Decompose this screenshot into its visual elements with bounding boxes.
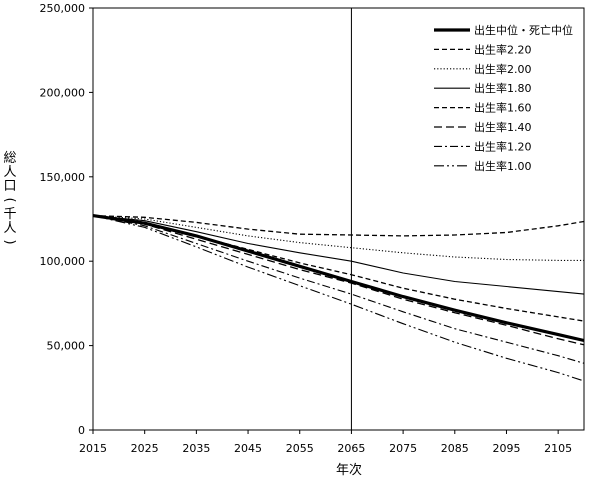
plot-area — [92, 7, 585, 431]
series-line-6 — [92, 215, 585, 364]
legend-label: 出生率1.80 — [474, 81, 532, 95]
y-tick-label: 50,000 — [47, 340, 86, 353]
y-axis-title-char: ) — [2, 239, 17, 244]
legend-label: 出生中位・死亡中位 — [474, 23, 573, 37]
y-axis-title: 総人口(千人) — [2, 151, 17, 245]
y-tick-label: 100,000 — [40, 255, 86, 268]
y-tick-label: 250,000 — [40, 2, 86, 15]
legend-label: 出生率1.60 — [474, 101, 532, 115]
x-tick-label: 2105 — [544, 442, 572, 455]
plot-border — [92, 7, 585, 431]
y-tick-label: 150,000 — [40, 171, 86, 184]
x-tick-label: 2045 — [234, 442, 262, 455]
y-axis-title-char: 口 — [3, 179, 16, 194]
series-layer — [92, 214, 585, 382]
y-tick-label: 0 — [78, 424, 85, 437]
y-axis-title-char: 総 — [3, 151, 16, 166]
y-axis-title-char: 人 — [3, 165, 16, 180]
legend-label: 出生率1.20 — [474, 139, 532, 153]
series-line-1 — [92, 214, 585, 237]
series-line-4 — [92, 214, 585, 322]
legend-label: 出生率2.00 — [474, 62, 532, 76]
x-tick-label: 2035 — [182, 442, 210, 455]
y-axis-title-char: 人 — [3, 221, 16, 236]
x-tick-label: 2065 — [337, 442, 365, 455]
x-tick-label: 2055 — [286, 442, 314, 455]
legend-label: 出生率1.00 — [474, 159, 532, 173]
x-tick-label: 2085 — [441, 442, 469, 455]
y-axis-ticks: 0 50,000 100,000 150,000 200,000 250,000 — [40, 2, 93, 437]
series-line-3 — [92, 215, 585, 295]
series-line-5 — [92, 214, 585, 346]
x-tick-label: 2015 — [79, 442, 107, 455]
legend-label: 出生率1.40 — [474, 120, 532, 134]
y-axis-title-char: 千 — [3, 207, 16, 222]
x-axis-ticks: 2015 2025 2035 2045 2055 2065 2075 2085 2095 2105 — [79, 430, 572, 455]
x-tick-label: 2095 — [492, 442, 520, 455]
y-axis-title-char: ( — [2, 197, 17, 202]
y-tick-label: 200,000 — [40, 86, 86, 99]
series-line-2 — [92, 215, 584, 261]
series-line-0 — [92, 214, 585, 343]
legend-label: 出生率2.20 — [474, 42, 532, 56]
x-tick-label: 2075 — [389, 442, 417, 455]
x-axis-title: 年次 — [336, 462, 362, 478]
series-line-7 — [92, 215, 585, 382]
x-tick-label: 2025 — [131, 442, 159, 455]
